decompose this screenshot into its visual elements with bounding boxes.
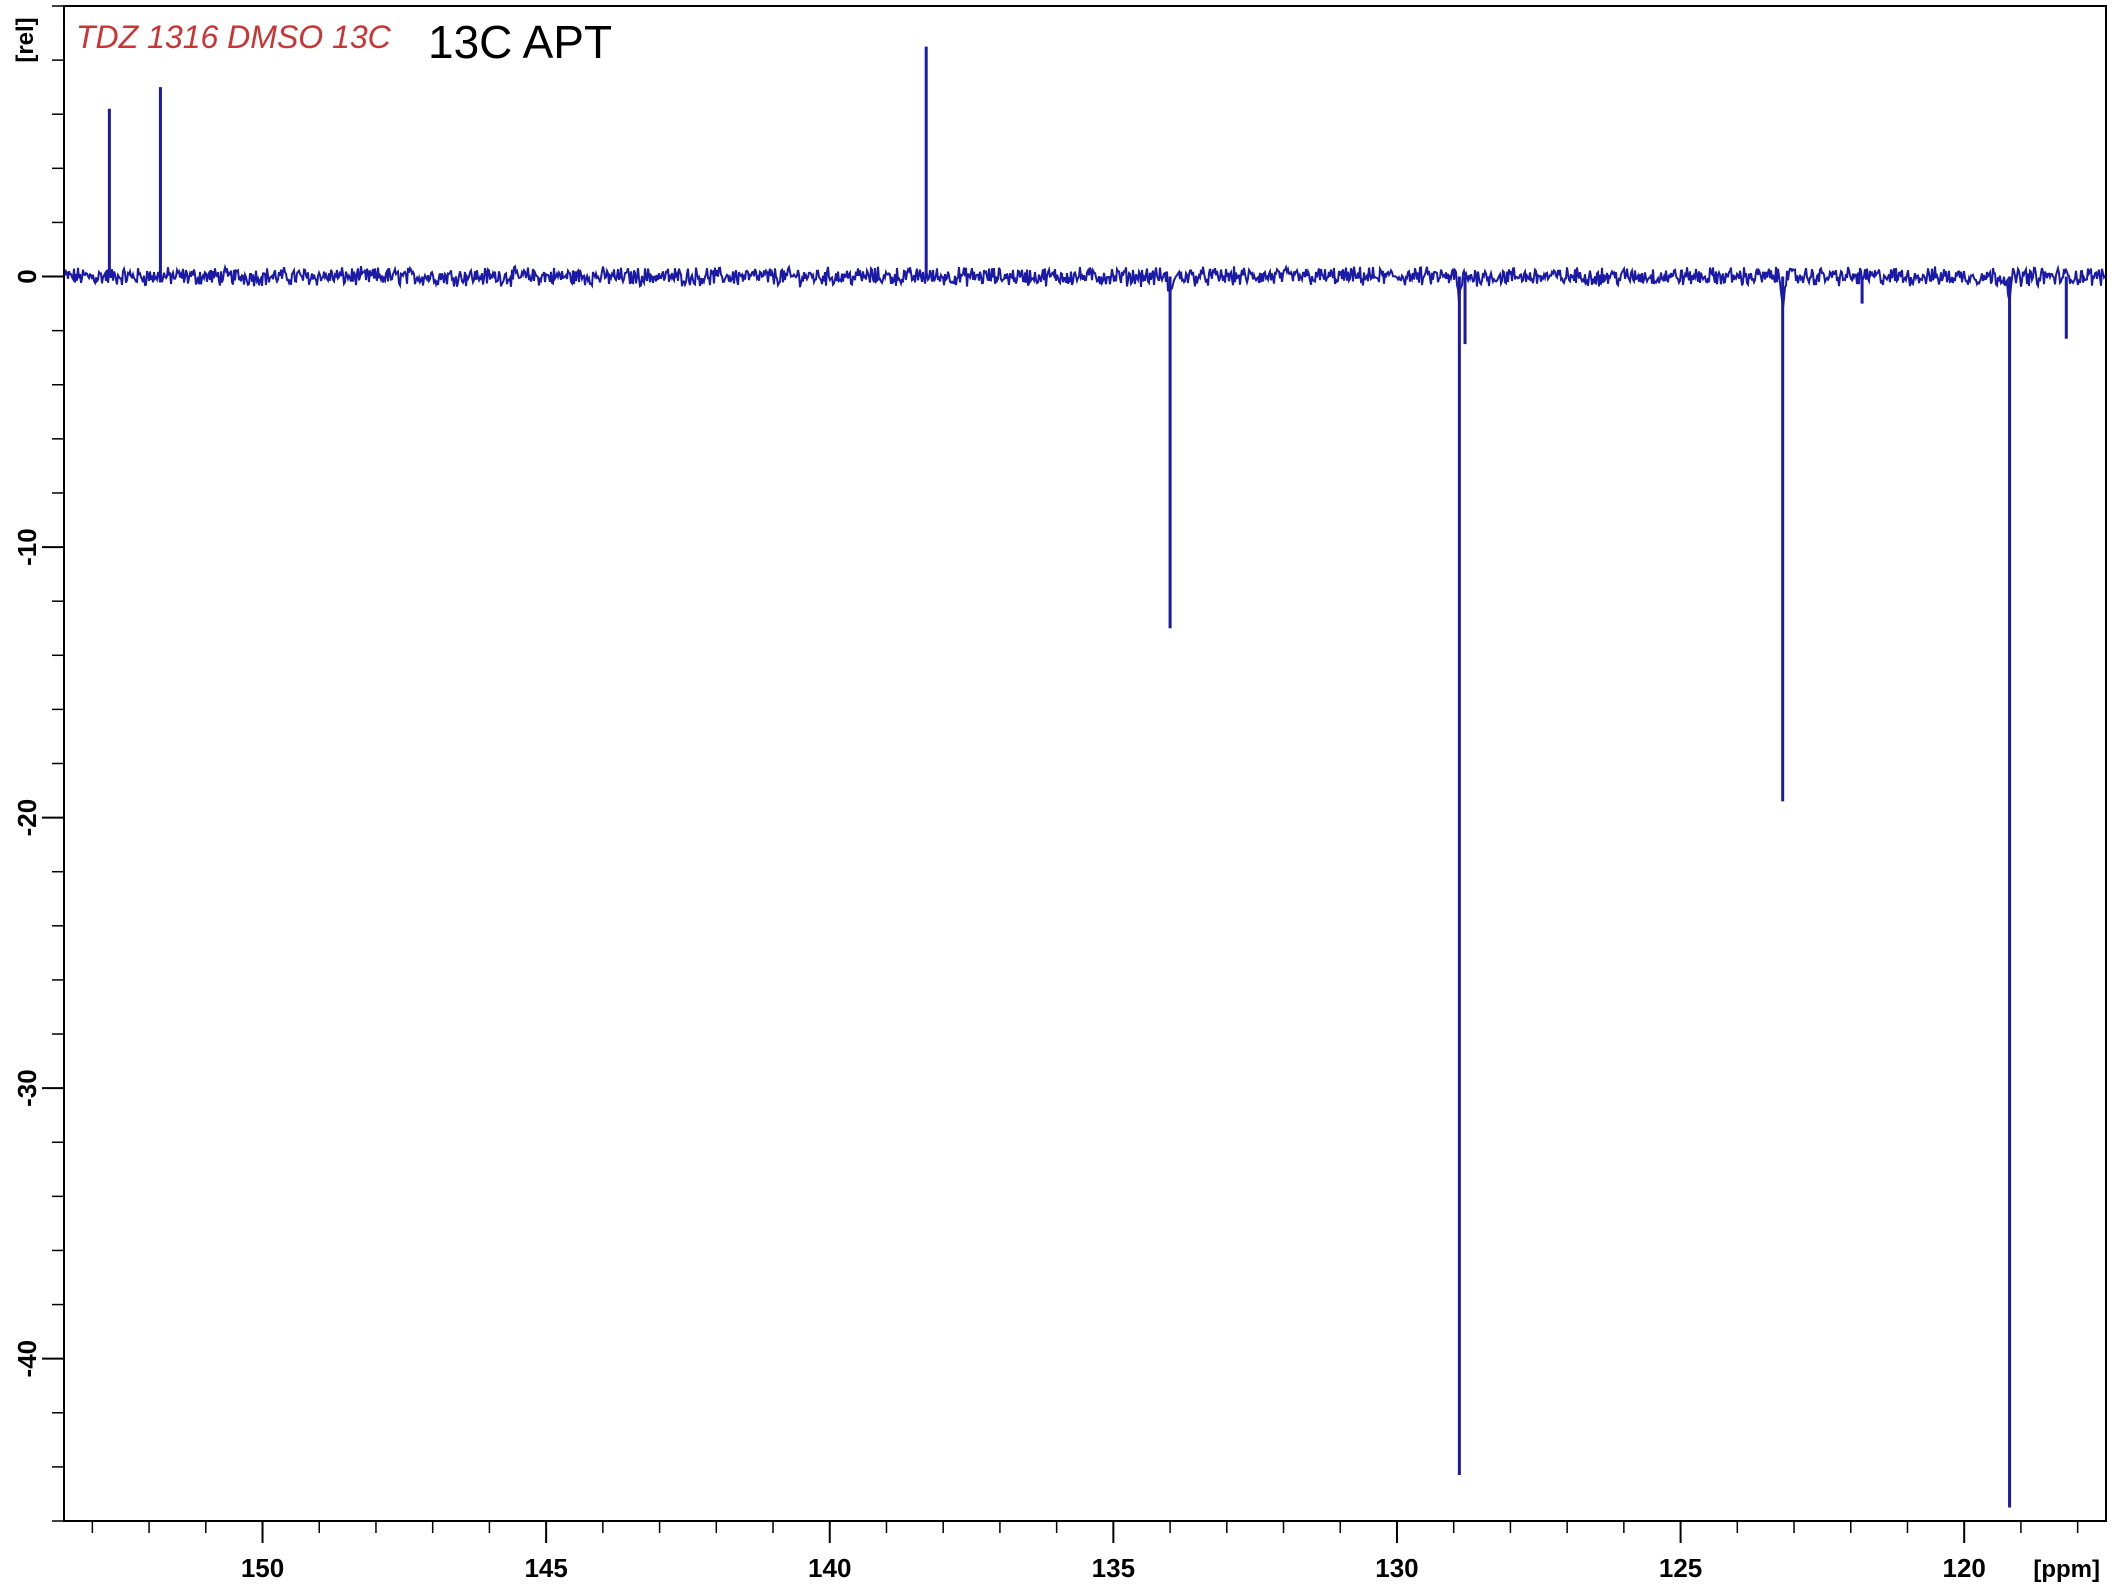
labels-layer: 150 145 140 135 130 125 120 [ppm] 0 -10 -20 -30 -40 [… xyxy=(12,16,2100,1583)
y-tick-label: -40 xyxy=(12,1340,42,1378)
y-tick-label: -20 xyxy=(12,799,42,837)
spectrum-layer xyxy=(64,46,2106,1508)
x-tick-label: 130 xyxy=(1375,1553,1418,1583)
x-tick-label: 120 xyxy=(1942,1553,1985,1583)
y-axis-label: [rel] xyxy=(12,17,39,62)
x-tick-label: 125 xyxy=(1659,1553,1702,1583)
x-tick-label: 135 xyxy=(1092,1553,1135,1583)
spectrum-baseline xyxy=(64,263,2106,308)
x-tick-label: 150 xyxy=(241,1553,284,1583)
axes-layer xyxy=(42,5,2107,1543)
sample-label: TDZ 1316 DMSO 13C xyxy=(76,19,392,55)
plot-frame xyxy=(63,5,2107,1522)
x-axis-label: [ppm] xyxy=(2033,1556,2100,1583)
y-tick-label: -30 xyxy=(12,1069,42,1107)
chart-title: 13C APT xyxy=(428,16,612,68)
x-tick-label: 145 xyxy=(524,1553,567,1583)
y-tick-label: 0 xyxy=(12,269,42,283)
x-tick-label: 140 xyxy=(808,1553,851,1583)
y-tick-label: -10 xyxy=(12,528,42,566)
